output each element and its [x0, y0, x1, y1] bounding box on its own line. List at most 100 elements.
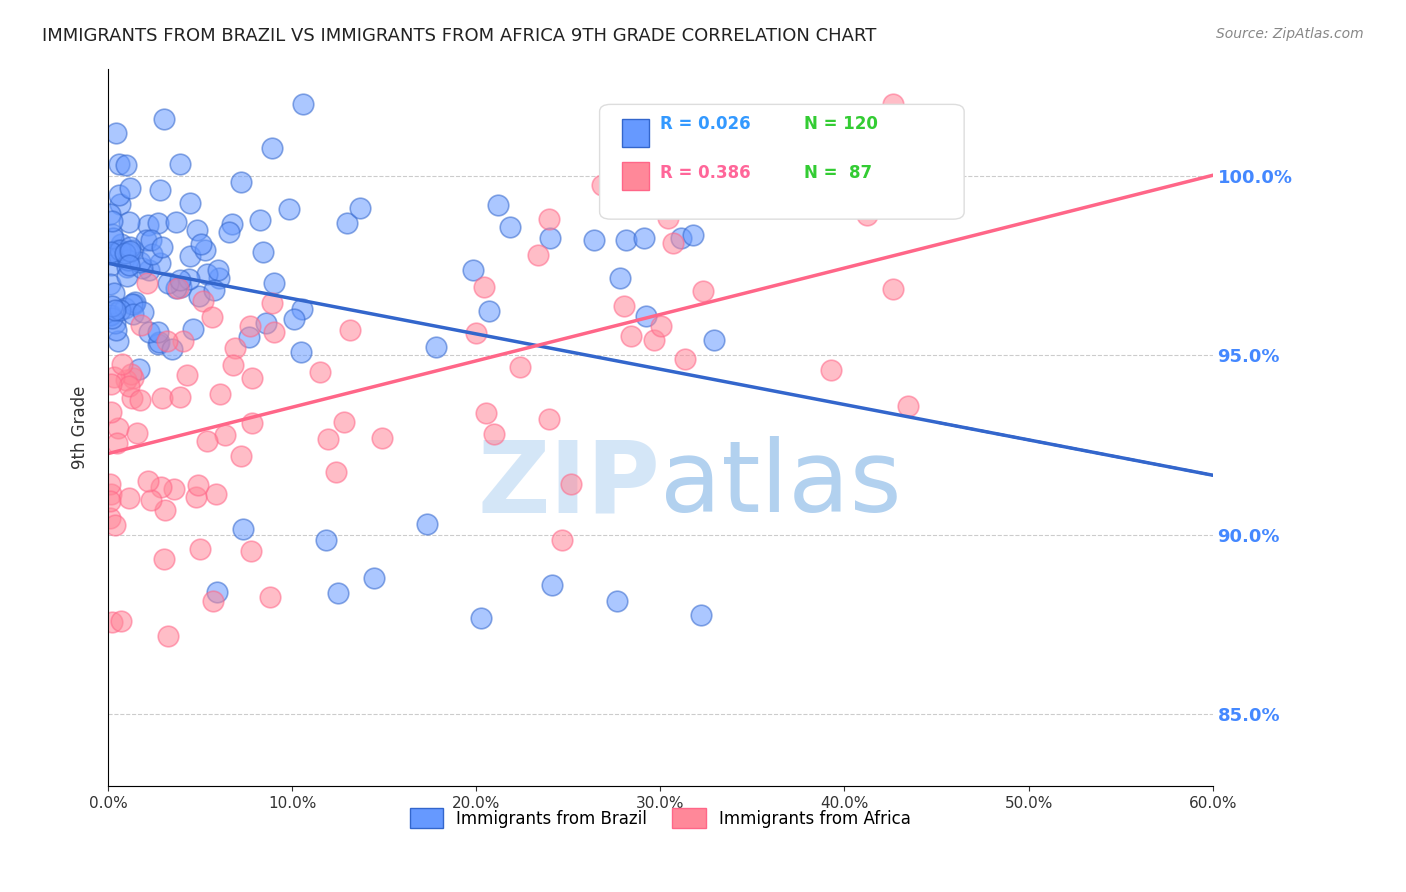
- Point: [218, 225, 240, 239]
- Point: [181, 321, 204, 335]
- Point: [242, 371, 264, 385]
- Point: [538, 412, 561, 426]
- Point: [538, 231, 561, 245]
- Point: [278, 202, 301, 216]
- Point: [188, 289, 211, 303]
- Point: [560, 477, 582, 491]
- Point: [100, 377, 122, 392]
- Point: [657, 211, 679, 226]
- Point: [104, 302, 127, 317]
- Point: [125, 425, 148, 440]
- Point: [148, 334, 170, 349]
- Point: [108, 243, 131, 257]
- Point: [149, 183, 172, 197]
- Point: [231, 449, 253, 463]
- Point: [591, 178, 613, 192]
- Point: [120, 367, 142, 381]
- Point: [115, 269, 138, 284]
- Point: [98, 277, 121, 292]
- Point: [478, 304, 501, 318]
- Point: [108, 188, 131, 202]
- FancyBboxPatch shape: [599, 104, 965, 219]
- Point: [100, 227, 122, 242]
- Point: [336, 216, 359, 230]
- Point: [104, 316, 127, 330]
- Point: [325, 466, 347, 480]
- Point: [240, 416, 263, 430]
- Point: [613, 299, 636, 313]
- Point: [229, 175, 252, 189]
- Point: [98, 477, 121, 491]
- Point: [252, 244, 274, 259]
- Point: [425, 340, 447, 354]
- Point: [153, 552, 176, 566]
- Point: [160, 342, 183, 356]
- Point: [207, 263, 229, 277]
- Point: [120, 244, 142, 258]
- Text: Source: ZipAtlas.com: Source: ZipAtlas.com: [1216, 27, 1364, 41]
- Point: [121, 297, 143, 311]
- Point: [633, 231, 655, 245]
- Point: [169, 273, 191, 287]
- Point: [316, 432, 339, 446]
- Point: [662, 235, 685, 250]
- Point: [186, 223, 208, 237]
- Point: [108, 249, 131, 263]
- Point: [636, 310, 658, 324]
- Legend: Immigrants from Brazil, Immigrants from Africa: Immigrants from Brazil, Immigrants from …: [404, 801, 918, 835]
- Point: [148, 326, 170, 340]
- Point: [100, 405, 122, 419]
- Text: R = 0.386: R = 0.386: [661, 163, 751, 182]
- Point: [333, 415, 356, 429]
- Point: [187, 478, 209, 492]
- Point: [176, 368, 198, 383]
- Point: [110, 614, 132, 628]
- Point: [172, 334, 194, 349]
- Point: [163, 483, 186, 497]
- Point: [101, 615, 124, 630]
- Point: [461, 262, 484, 277]
- Point: [232, 522, 254, 536]
- Point: [98, 308, 121, 322]
- Point: [470, 611, 492, 625]
- Point: [136, 475, 159, 489]
- Point: [690, 608, 713, 623]
- Point: [138, 325, 160, 339]
- Point: [150, 240, 173, 254]
- Point: [856, 208, 879, 222]
- Point: [138, 262, 160, 277]
- Point: [107, 334, 129, 348]
- Point: [465, 326, 488, 340]
- Text: N =  87: N = 87: [804, 163, 872, 182]
- Point: [165, 214, 187, 228]
- Point: [205, 487, 228, 501]
- Point: [156, 276, 179, 290]
- Point: [254, 317, 277, 331]
- Point: [214, 427, 236, 442]
- Point: [315, 533, 337, 547]
- Point: [551, 533, 574, 547]
- Point: [643, 333, 665, 347]
- Point: [474, 280, 496, 294]
- Y-axis label: 9th Grade: 9th Grade: [72, 385, 89, 469]
- Point: [115, 158, 138, 172]
- Point: [105, 243, 128, 257]
- Point: [124, 295, 146, 310]
- Point: [131, 260, 153, 275]
- Point: [239, 319, 262, 334]
- Point: [105, 126, 128, 140]
- Point: [128, 362, 150, 376]
- Point: [136, 219, 159, 233]
- Text: R = 0.026: R = 0.026: [661, 115, 751, 134]
- Point: [582, 233, 605, 247]
- Point: [482, 427, 505, 442]
- Point: [110, 302, 132, 317]
- Point: [139, 493, 162, 508]
- Point: [121, 371, 143, 385]
- Point: [170, 280, 193, 294]
- Point: [371, 431, 394, 445]
- Point: [190, 236, 212, 251]
- Point: [201, 310, 224, 324]
- Point: [156, 334, 179, 349]
- Point: [262, 141, 284, 155]
